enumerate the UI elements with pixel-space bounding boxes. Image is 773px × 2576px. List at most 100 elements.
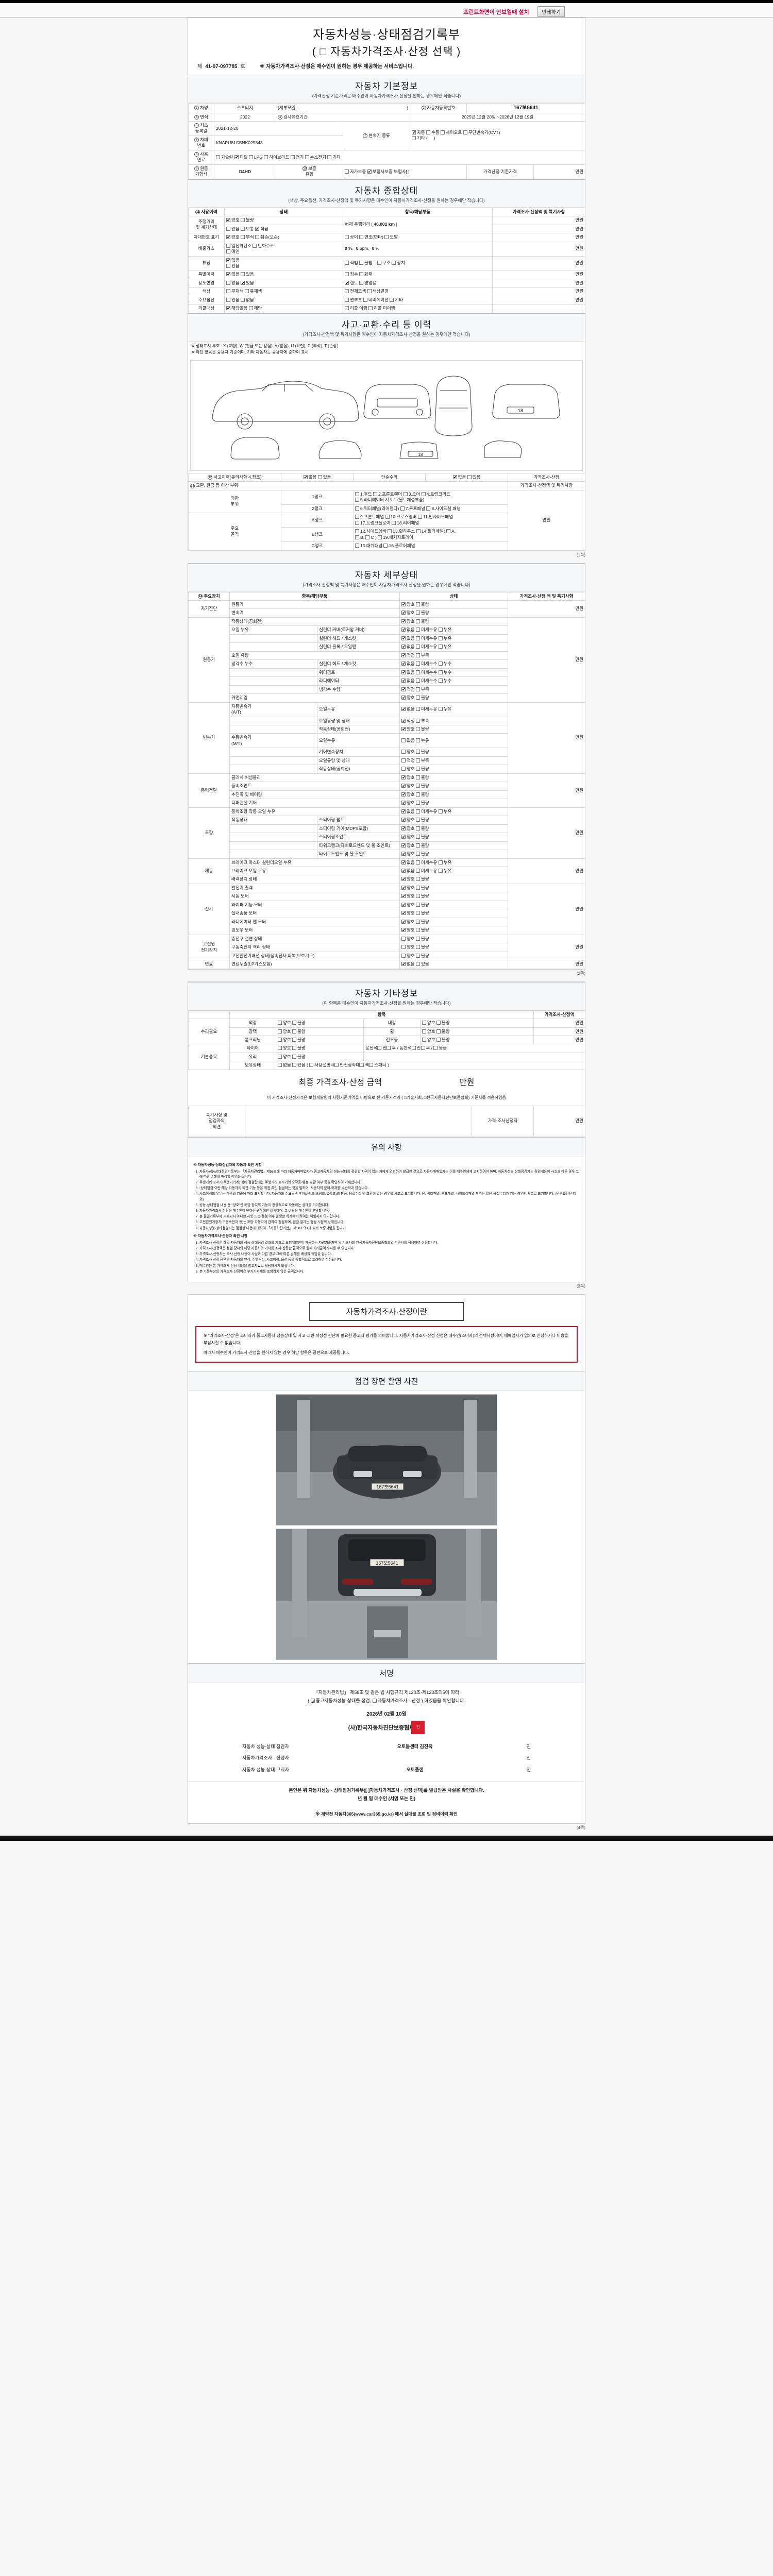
checkbox-head-good[interactable] [422,1038,426,1042]
checkbox-triangle[interactable] [334,1063,339,1067]
checkbox-vin-damage[interactable] [255,235,260,240]
checkbox-불량[interactable] [416,843,421,848]
checkbox-없음[interactable] [401,635,406,641]
checkbox-usechange-none[interactable] [226,280,230,285]
checkbox-recall-done[interactable] [345,306,349,311]
checkbox-양호[interactable] [401,817,406,823]
checkbox-hc[interactable] [253,243,257,248]
checkbox-tire-bad[interactable] [292,1046,297,1050]
checkbox-불량[interactable] [416,619,421,623]
checkbox-없음[interactable] [401,660,406,667]
checkbox-fuel-other[interactable] [327,155,332,159]
checkbox-door[interactable] [403,492,408,496]
checkbox-양호[interactable] [401,791,406,798]
checkbox-simple-none[interactable] [452,474,457,480]
checkbox-vin-differ[interactable] [345,235,349,240]
checkbox-manual-book[interactable] [309,1063,314,1067]
checkbox-poss-yes[interactable] [292,1063,297,1067]
checkbox-불량[interactable] [416,902,421,907]
checkbox-미세누유[interactable] [416,628,421,632]
checkbox-불량[interactable] [416,953,421,958]
checkbox-diesel[interactable] [234,154,239,160]
checkbox-floor-panel[interactable] [383,544,388,548]
checkbox-hood[interactable] [355,492,359,496]
checkbox-미세누유[interactable] [416,707,421,711]
checkbox-pass-front[interactable] [411,1046,416,1050]
checkbox-양호[interactable] [401,851,406,857]
checkbox-부족[interactable] [416,718,421,723]
checkbox-없음[interactable] [401,961,406,967]
checkbox-누수[interactable] [438,670,443,674]
checkbox-price-survey[interactable] [372,1699,377,1703]
checkbox-적정[interactable] [401,686,406,692]
checkbox-미세누수[interactable] [416,679,421,683]
checkbox-chromatic[interactable] [244,289,249,294]
checkbox-불량[interactable] [416,877,421,882]
checkbox-없음[interactable] [401,706,406,712]
checkbox-vin-good[interactable] [226,234,231,240]
checkbox-lpg[interactable] [248,155,253,159]
checkbox-누수[interactable] [438,679,443,683]
checkbox-smoke[interactable] [226,249,230,254]
checkbox-wheel-good[interactable] [422,1029,426,1033]
checkbox-options-yes[interactable] [226,297,230,302]
checkbox-없음[interactable] [401,859,406,866]
checkbox-적정[interactable] [401,652,406,658]
checkbox-pass-rear[interactable] [421,1046,425,1050]
checkbox-누유[interactable] [416,738,421,743]
checkbox-rent[interactable] [345,280,349,286]
checkbox-불량[interactable] [416,767,421,771]
checkbox-불량[interactable] [416,784,421,788]
checkbox-양호[interactable] [401,893,406,900]
checkbox-spanner[interactable] [369,1063,374,1067]
checkbox-glass-good[interactable] [278,1054,282,1059]
checkbox-glass-bad[interactable] [292,1054,297,1059]
checkbox-fullpaint[interactable] [345,289,349,294]
checkbox-양호[interactable] [401,800,406,806]
checkbox-self-warranty[interactable] [345,169,349,174]
checkbox-side-member[interactable] [355,529,359,534]
checkbox-tuning-legal[interactable] [345,261,349,265]
checkbox-jack[interactable] [360,1063,364,1067]
checkbox-양호[interactable] [401,783,406,789]
checkbox-미세누유[interactable] [416,645,421,649]
checkbox-누수[interactable] [438,662,443,666]
checkbox-trunk-floor[interactable] [355,520,359,525]
checkbox-양호[interactable] [401,726,406,732]
checkbox-양호[interactable] [401,927,406,933]
checkbox-부족[interactable] [416,687,421,691]
checkbox-quarter-panel[interactable] [355,506,359,511]
checkbox-부족[interactable] [416,653,421,657]
checkbox-양호[interactable] [401,919,406,925]
checkbox-불량[interactable] [416,911,421,916]
checkbox-양호[interactable] [401,842,406,849]
checkbox-양호[interactable] [401,618,406,624]
checkbox-sidesill-panel[interactable] [426,506,431,511]
checkbox-recall-na[interactable] [226,305,231,311]
checkbox-special-yes[interactable] [241,272,245,277]
checkbox-polish-bad[interactable] [292,1029,297,1033]
checkbox-int-bad[interactable] [436,1021,441,1025]
checkbox-insurer-warranty[interactable] [367,168,372,175]
checkbox-room-bad[interactable] [292,1038,297,1042]
checkbox-pillar-a[interactable] [446,529,451,534]
checkbox-tire-good[interactable] [278,1046,282,1050]
checkbox-양호[interactable] [401,609,406,616]
checkbox-co[interactable] [226,243,230,248]
checkbox-pillar-c[interactable] [365,535,370,539]
checkbox-적정[interactable] [401,758,406,762]
checkbox-불량[interactable] [416,750,421,754]
checkbox-불량[interactable] [416,696,421,700]
checkbox-navigation[interactable] [363,297,367,302]
checkbox-양호[interactable] [401,910,406,916]
checkbox-불량[interactable] [416,852,421,856]
checkbox-inside-panel[interactable] [417,515,422,519]
checkbox-미세누수[interactable] [416,670,421,674]
checkbox-usechange-yes[interactable] [241,280,245,286]
checkbox-양호[interactable] [401,945,406,950]
checkbox-pillar-b[interactable] [355,535,359,539]
checkbox-양호[interactable] [401,750,406,754]
checkbox-package-tray[interactable] [378,535,382,539]
checkbox-polish-good[interactable] [278,1029,282,1033]
checkbox-불량[interactable] [416,928,421,933]
